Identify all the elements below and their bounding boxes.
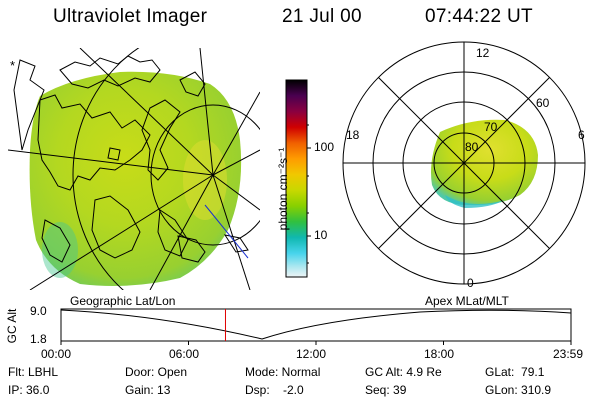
mode-value: Mode: Normal: [245, 365, 321, 379]
colorbar-tick-10: 10: [314, 228, 328, 242]
date-label: 21 Jul 00: [282, 6, 362, 27]
altitude-xtick-2: 12:00: [296, 347, 327, 361]
terminator-line: [204, 204, 249, 259]
colorbar-tick-100: 100: [314, 140, 335, 154]
geo-aurora-image: [29, 71, 242, 286]
polar-grid: [342, 41, 586, 285]
polar-aurora-image: [431, 119, 538, 206]
colorbar-unit-label: photon cm⁻²s⁻¹: [276, 147, 290, 231]
gain-value: Gain: 13: [125, 383, 171, 397]
colorbar: [285, 79, 308, 278]
altitude-xtick-1: 06:00: [169, 347, 200, 361]
mlt-label-18: 18: [346, 128, 360, 142]
glat-value: GLat: 79.1: [485, 365, 545, 379]
altitude-xticks: [60, 341, 572, 345]
pole-star-marker: *: [10, 58, 15, 73]
polar-plot: [342, 41, 586, 285]
mlat-label-80: 80: [465, 140, 479, 154]
altitude-plot: [60, 308, 572, 345]
geo-map: [8, 48, 260, 290]
altitude-ylabel: GC Alt: [5, 308, 19, 344]
filter-value: Flt: LBHL: [8, 365, 59, 379]
dsp-value: Dsp: -2.0: [245, 383, 304, 397]
time-label: 07:44:22 UT: [425, 6, 533, 27]
altitude-ytick-max: 9.0: [30, 304, 47, 318]
mlt-label-12: 12: [476, 46, 490, 60]
colorbar-ticks: [307, 124, 311, 264]
seq-value: Seq: 39: [365, 383, 407, 397]
altitude-ytick-min: 1.8: [30, 332, 47, 346]
altitude-xtick-0: 00:00: [41, 347, 72, 361]
polar-plot-label: Apex MLat/MLT: [425, 294, 509, 308]
mlat-label-60: 60: [536, 96, 550, 110]
altitude-xtick-4: 23:59: [553, 347, 584, 361]
door-status: Door: Open: [125, 365, 188, 379]
altitude-xtick-3: 18:00: [424, 347, 455, 361]
ip-value: IP: 36.0: [8, 383, 50, 397]
mlt-label-6: 6: [578, 128, 585, 142]
gc-alt-value: GC Alt: 4.9 Re: [365, 365, 442, 379]
mlat-label-70: 70: [484, 120, 498, 134]
geo-map-label: Geographic Lat/Lon: [70, 294, 176, 308]
mlt-label-0: 0: [467, 276, 474, 290]
latlon-grid: [8, 48, 260, 290]
glon-value: GLon: 310.9: [485, 383, 552, 397]
app-title: Ultraviolet Imager: [53, 6, 208, 27]
altitude-curve: [60, 309, 572, 340]
